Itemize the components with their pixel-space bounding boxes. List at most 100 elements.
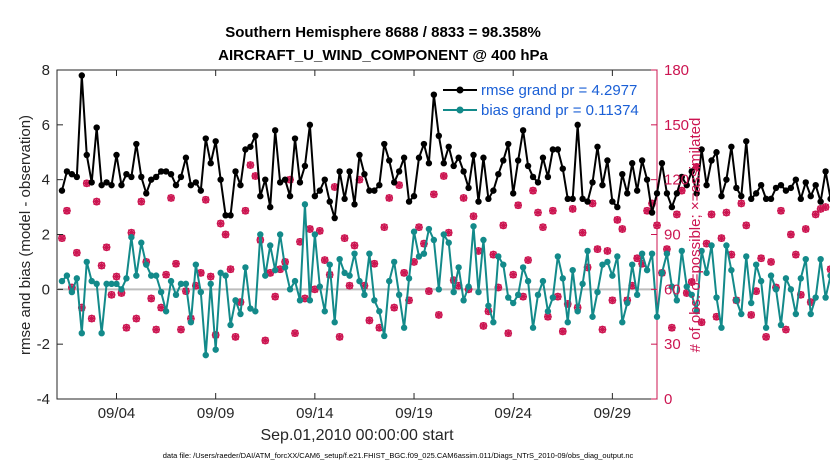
rmse-point (172, 181, 180, 189)
obs-assimilated-point (246, 161, 255, 169)
bias-point (752, 261, 760, 268)
x-axis-label: Sep.01,2010 00:00:00 start (260, 427, 454, 444)
rmse-point (822, 168, 829, 175)
tick-layer: -4 -2 0 2 4 6 8 0 30 60 90 120 150 180 09/04 09/09 09/14… (37, 62, 689, 422)
rmse-point (247, 143, 254, 150)
obs-assimilated-point (77, 303, 86, 312)
obs-assimilated-point (370, 259, 379, 268)
rmse-point (772, 184, 780, 192)
bias-point (514, 291, 522, 299)
obs-assimilated-point (306, 225, 314, 233)
bias-point (549, 294, 557, 301)
obs-assimilated-point (752, 287, 760, 295)
rmse-point (148, 176, 155, 183)
rmse-point (460, 168, 467, 175)
bias-point (748, 299, 755, 307)
bias-point (559, 275, 566, 282)
x-tick-label: 09/24 (494, 405, 532, 422)
obs-assimilated-point (524, 256, 532, 264)
rmse-point (217, 176, 224, 183)
obs-assimilated-point (58, 234, 66, 242)
y-right-tick-label: 120 (664, 172, 689, 189)
rmse-point (619, 170, 626, 178)
obs-assimilated-point (177, 325, 185, 334)
obs-assimilated-point (261, 336, 270, 345)
rmse-point (599, 181, 606, 189)
x-tick-label: 09/04 (98, 405, 136, 422)
obs-assimilated-point (117, 289, 126, 297)
bias-point (767, 272, 775, 279)
rmse-point (683, 181, 690, 189)
bias-point (534, 291, 542, 299)
rmse-point (108, 181, 115, 189)
obs-assimilated-point (816, 205, 825, 213)
obs-assimilated-point (613, 216, 622, 224)
bias-point (728, 266, 735, 274)
bias-point (762, 324, 770, 331)
rmse-point (549, 146, 557, 153)
rmse-point (177, 173, 185, 181)
bias-point (787, 286, 795, 293)
bias-point (222, 272, 229, 279)
bias-point (242, 264, 249, 271)
bias-point (78, 330, 85, 337)
obs-assimilated-point (677, 186, 686, 195)
obs-assimilated-point (578, 228, 587, 237)
bias-point (118, 286, 125, 293)
bias-point (500, 261, 507, 268)
bias-point (698, 247, 705, 255)
rmse-point (455, 154, 462, 161)
rmse-point (435, 132, 443, 139)
obs-assimilated-point (801, 225, 810, 233)
legend-bias-label: bias grand pr = 0.11374 (481, 102, 639, 119)
obs-assimilated-point (628, 281, 637, 290)
obs-assimilated-point (777, 206, 785, 215)
rmse-point (262, 176, 269, 183)
bias-point (331, 319, 338, 326)
rmse-point (797, 195, 805, 203)
obs-assimilated-point (162, 270, 170, 279)
y-axis-label-right: # of obs: o=possible; ×=assimilated (687, 118, 704, 353)
bias-point (390, 258, 398, 266)
bias-point (723, 242, 730, 249)
bias-point (802, 255, 809, 263)
rmse-point (673, 190, 681, 197)
rmse-point (400, 154, 408, 161)
obs-assimilated-point (92, 197, 101, 206)
bias-point (232, 297, 239, 304)
bias-point (371, 297, 378, 304)
rmse-point (470, 151, 477, 159)
obs-assimilated-point (529, 186, 537, 195)
bias-point (133, 272, 140, 279)
rmse-point (817, 198, 824, 205)
rmse-point (792, 176, 800, 183)
rmse-point (316, 187, 324, 194)
bias-point (490, 319, 497, 326)
obs-assimilated-point (350, 241, 359, 250)
rmse-point (569, 195, 576, 203)
bias-point (450, 288, 457, 296)
obs-assimilated-point (296, 238, 304, 246)
bias-point (425, 225, 433, 233)
bias-point (505, 294, 512, 301)
obs-assimilated-point (132, 314, 141, 323)
chart-title: Southern Hemisphere 8688 / 8833 = 98.358… (225, 24, 541, 41)
rmse-point (286, 192, 294, 200)
obs-assimilated-point (316, 227, 324, 235)
obs-assimilated-point (157, 303, 165, 312)
obs-assimilated-point (673, 210, 681, 219)
x-tick-label: 09/09 (197, 405, 235, 422)
obs-assimilated-point (444, 228, 453, 237)
y-tick-label: 0 (42, 281, 50, 298)
obs-assimilated-point (593, 245, 602, 253)
bias-line (61, 203, 830, 357)
rmse-point (386, 157, 393, 164)
bias-point (405, 275, 413, 282)
bias-point (772, 286, 780, 293)
obs-assimilated-point (514, 201, 522, 210)
bias-point (311, 231, 319, 238)
rmse-point (83, 151, 90, 159)
obs-assimilated-point (137, 197, 146, 206)
rmse-point (668, 203, 676, 211)
rmse-point (267, 203, 274, 211)
